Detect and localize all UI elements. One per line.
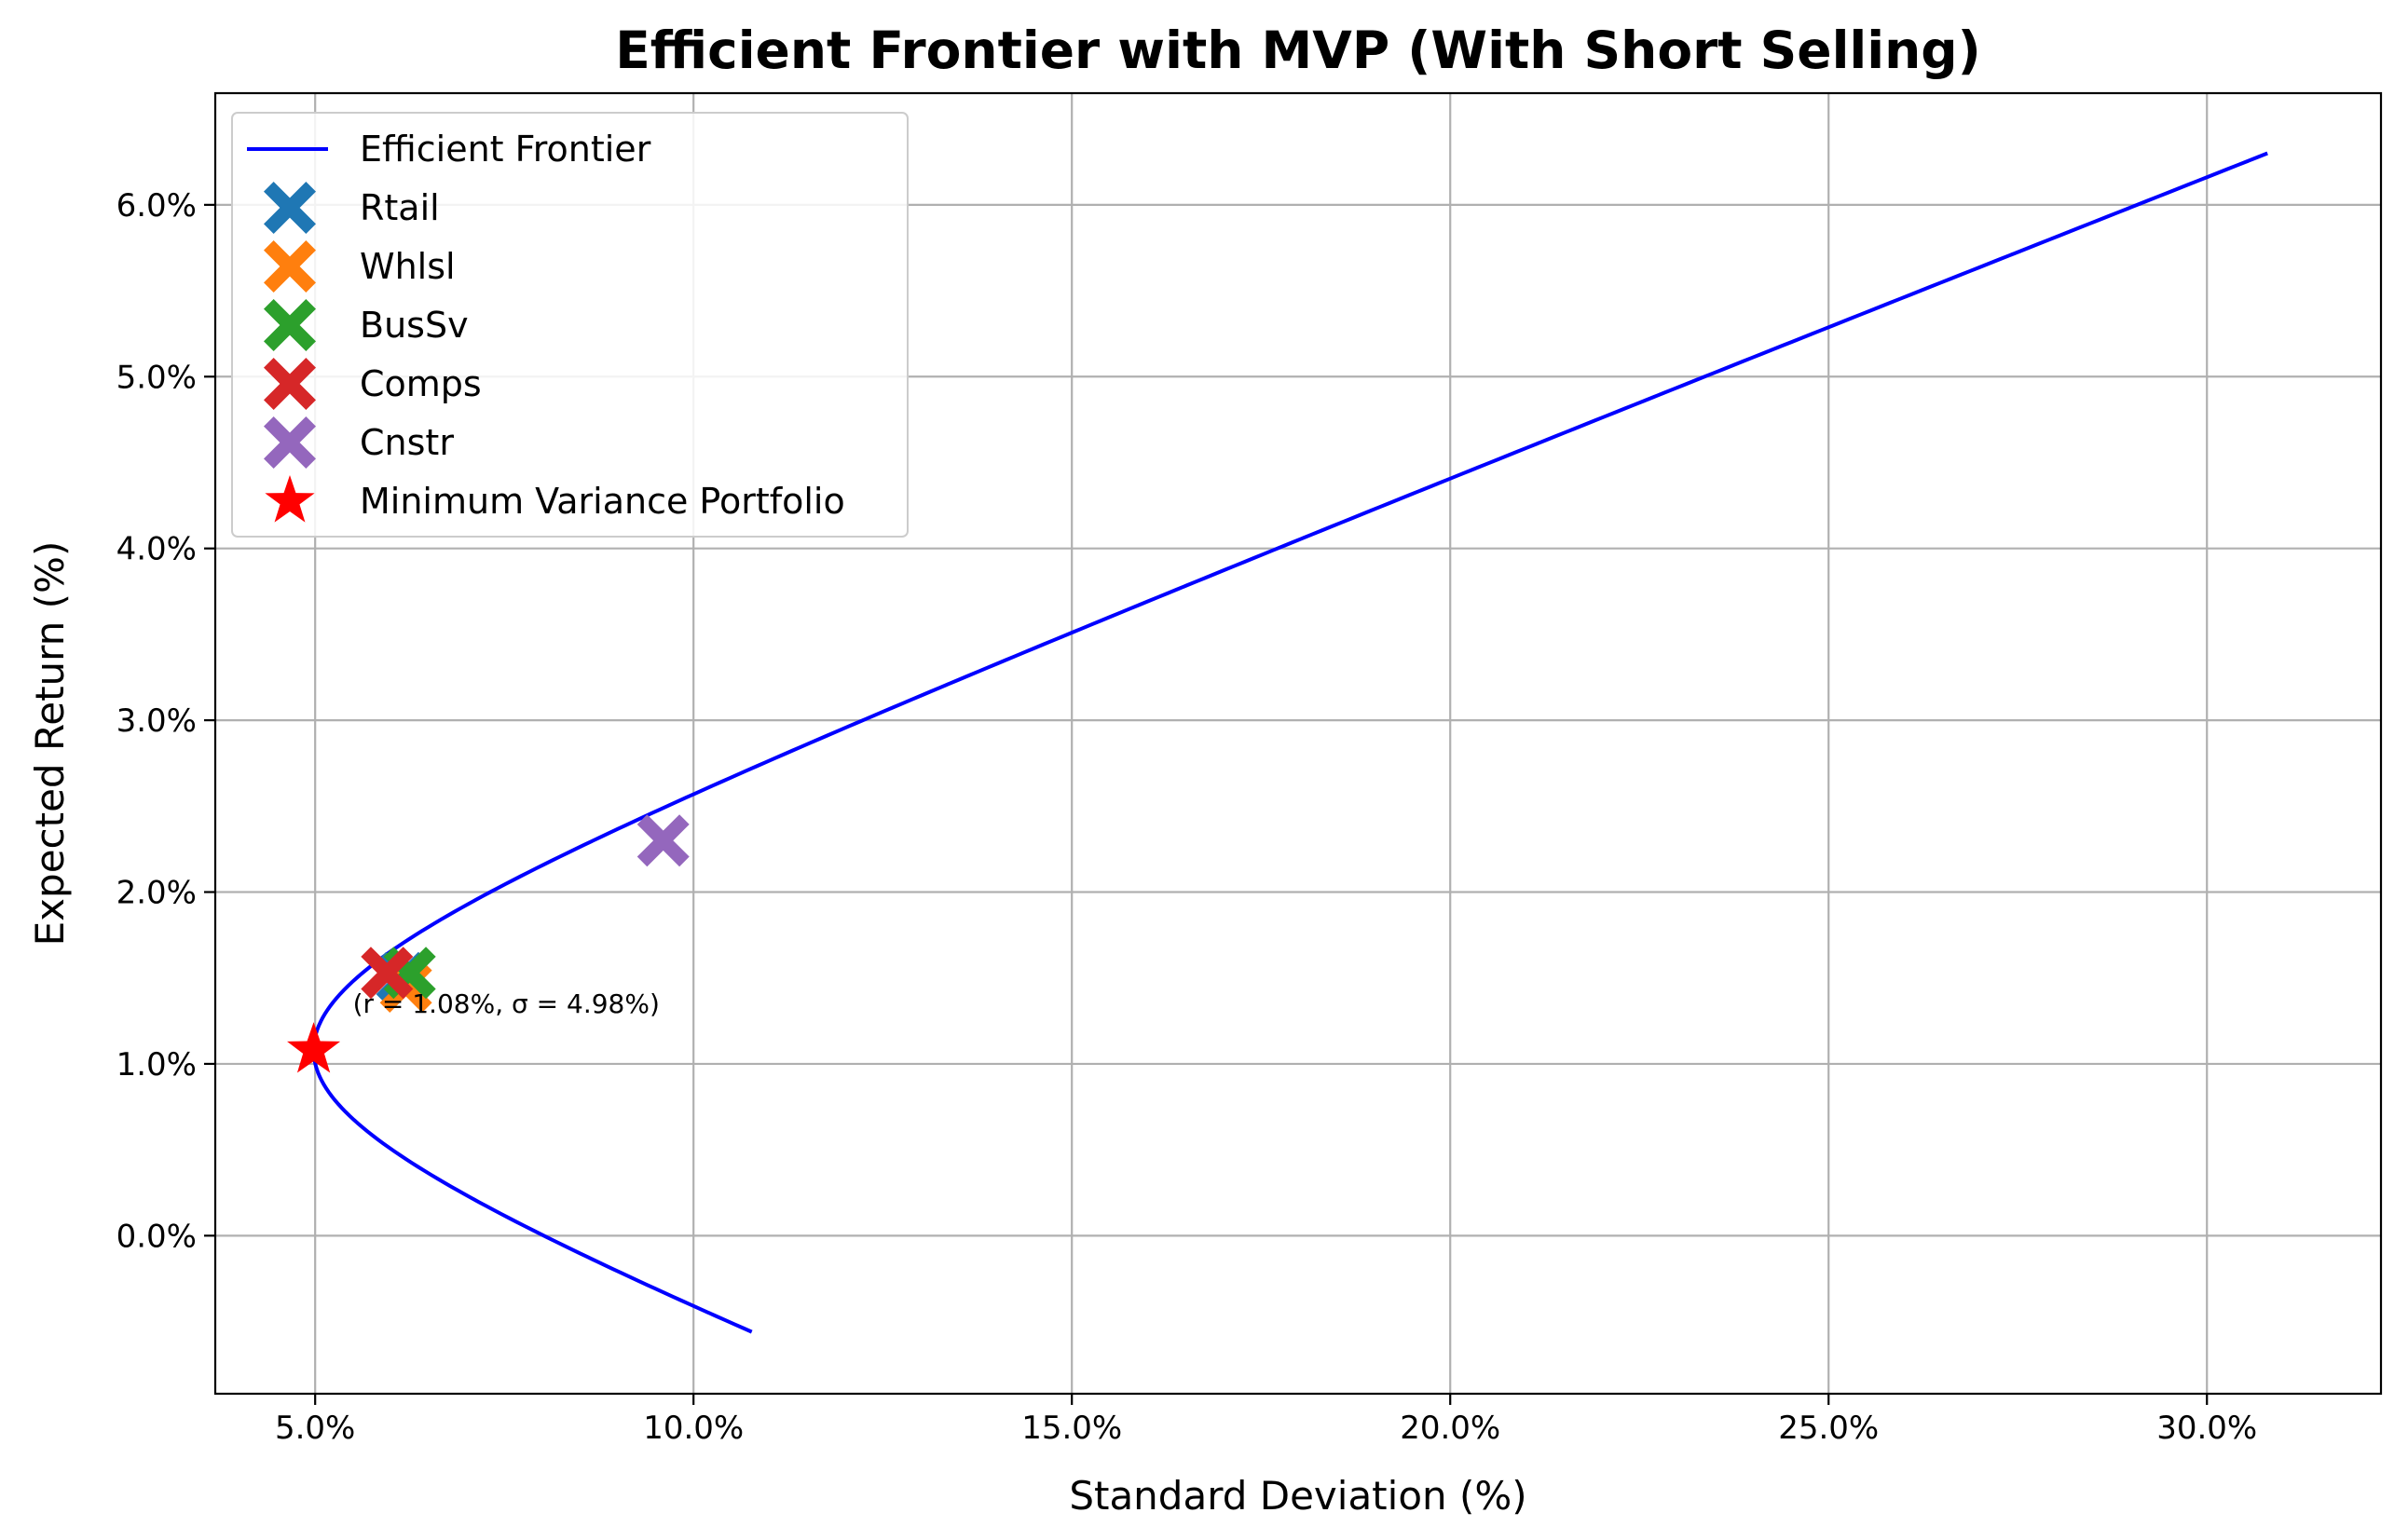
x-tick-label: 10.0% <box>643 1410 744 1447</box>
legend-swatch-rtail <box>264 182 316 234</box>
plot-area-frame <box>213 91 2383 1396</box>
y-tick-label: 5.0% <box>116 359 197 396</box>
x-tick-label: 30.0% <box>2156 1410 2257 1447</box>
legend-label-bussv: BusSv <box>360 305 469 346</box>
legend-swatch-mvp <box>265 475 315 523</box>
x-tick-label: 20.0% <box>1400 1410 1500 1447</box>
x-tick-label: 25.0% <box>1778 1410 1879 1447</box>
efficient-frontier-line <box>311 151 2268 1334</box>
y-tick-label: 1.0% <box>116 1046 197 1083</box>
legend-label-cnstr: Cnstr <box>360 422 454 463</box>
legend: Efficient Frontier Rtail Whlsl BusSv Comps Cn… <box>231 112 909 538</box>
legend-swatch-comps <box>264 358 316 410</box>
y-tick-label: 6.0% <box>116 187 197 225</box>
y-tick-label: 4.0% <box>116 531 197 568</box>
legend-label-whlsl: Whlsl <box>360 246 456 287</box>
mvp-marker <box>287 1022 341 1073</box>
mvp-annotation: (r = 1.08%, σ = 4.98%) <box>353 988 660 1019</box>
y-tick-label: 0.0% <box>116 1218 197 1255</box>
legend-swatch-bussv <box>264 299 316 351</box>
legend-label-rtail: Rtail <box>360 187 440 228</box>
ticks: 5.0% 10.0% 15.0% 20.0% 25.0% 30.0% 0.0% 1.0% 2.0… <box>116 187 2258 1447</box>
series-layer: (r = 1.08%, σ = 4.98%) <box>287 151 2268 1334</box>
legend-label-mvp: Minimum Variance Portfolio <box>360 481 845 522</box>
chart-title: Efficient Frontier with MVP (With Short … <box>615 20 1981 80</box>
legend-box <box>231 112 909 538</box>
x-axis-label: Standard Deviation (%) <box>1069 1473 1526 1519</box>
grid <box>215 93 2381 1394</box>
legend-label-comps: Comps <box>360 363 482 404</box>
x-tick-label: 5.0% <box>275 1410 355 1447</box>
x-tick-label: 15.0% <box>1021 1410 1122 1447</box>
legend-swatch-cnstr <box>264 416 316 469</box>
y-axis-label: Expected Return (%) <box>27 541 73 947</box>
asset-marker-comps <box>361 947 414 1000</box>
legend-label-frontier: Efficient Frontier <box>360 129 651 170</box>
y-tick-label: 2.0% <box>116 875 197 912</box>
legend-swatch-whlsl <box>264 240 316 293</box>
y-tick-label: 3.0% <box>116 702 197 740</box>
asset-marker-cnstr <box>636 814 690 867</box>
